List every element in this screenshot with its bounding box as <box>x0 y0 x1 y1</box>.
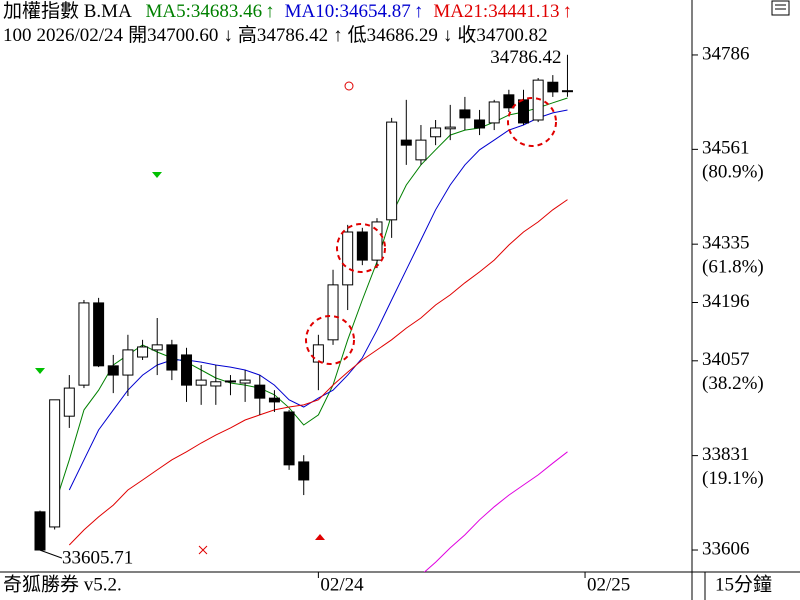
candle-body <box>518 99 530 124</box>
ma-arrow: ↑ <box>562 1 572 22</box>
ma-label: MA5:34683.46 <box>146 1 263 22</box>
candle-body <box>137 346 149 358</box>
candle-body <box>34 511 46 551</box>
signals <box>35 81 557 555</box>
candle-body <box>371 221 383 261</box>
quote-item: 收34700.82 <box>457 24 547 46</box>
ma-label: MA10:34654.87 <box>285 1 411 22</box>
candle-body <box>93 302 105 367</box>
candle-body <box>49 399 61 528</box>
signal-down <box>152 172 162 178</box>
candle-body <box>195 379 207 386</box>
candle-body <box>444 126 456 130</box>
candle-body <box>547 81 559 93</box>
quote-item: 高34786.42 <box>238 24 328 46</box>
quote-item: 開34700.60 <box>128 25 218 46</box>
candle-body <box>312 344 324 363</box>
signal-down <box>35 368 45 374</box>
ma-line <box>423 451 568 572</box>
candle-body <box>283 411 295 466</box>
plot <box>34 54 573 572</box>
candle-body <box>415 139 427 161</box>
signal-circle <box>344 81 354 91</box>
quote-item: 低34686.29 <box>348 24 438 46</box>
candle-body <box>210 381 222 387</box>
candle-body <box>474 119 486 129</box>
ma-arrow: ↑ <box>414 1 424 22</box>
candle-body <box>298 461 310 481</box>
candle-body <box>268 397 280 403</box>
x-tick-label: 02/24 <box>320 574 364 595</box>
x-tick-label: 02/25 <box>587 574 630 595</box>
candle-body <box>107 365 119 376</box>
candle-body <box>459 109 471 119</box>
header-title: 加權指數 B.MA <box>3 0 132 22</box>
signal-up <box>315 534 325 540</box>
quote-item: ↓ <box>443 25 453 46</box>
candle-body <box>63 387 75 417</box>
highlight-circle <box>336 223 386 273</box>
icon-box[interactable] <box>771 0 790 16</box>
y-tick-label: 34057 <box>702 349 750 370</box>
candle-body <box>342 231 354 286</box>
signal-cross <box>198 545 208 555</box>
y-tick-label: 34196 <box>702 291 750 312</box>
candle-body <box>430 127 442 138</box>
period: 15分鐘 <box>715 573 772 595</box>
candle-body <box>151 344 163 351</box>
candle-body <box>400 139 412 146</box>
candle-body <box>166 344 178 371</box>
quote-item: 2026/02/24 <box>37 25 124 46</box>
y-tick-label: 34786 <box>702 43 750 64</box>
ma-line <box>68 109 568 491</box>
candle-body <box>181 354 193 386</box>
quote-item: ↓ <box>223 25 233 46</box>
price-annotation: 33605.71 <box>62 547 133 568</box>
candle-body <box>503 94 515 109</box>
header-line: 加權指數 B.MA MA5:34683.46 ↑ MA10:34654.87 ↑ MA2… <box>3 0 572 22</box>
candle-body <box>122 349 134 376</box>
candle-body <box>254 384 266 399</box>
price-annotation: 34786.42 <box>490 47 561 68</box>
candle-body <box>561 90 573 93</box>
annotation-leader <box>39 549 63 559</box>
fib-label: (80.9%) <box>702 162 764 183</box>
highlight-circle <box>305 315 355 365</box>
ma-arrow: ↑ <box>265 1 275 22</box>
fib-label: (19.1%) <box>702 468 764 489</box>
window-icon[interactable] <box>771 0 790 16</box>
quote-line: 100 2026/02/24 開34700.60 ↓ 高34786.42 ↑ 低34686.… <box>3 24 548 46</box>
fib-label: (61.8%) <box>702 257 764 278</box>
quote-item: 100 <box>3 25 32 46</box>
candle-body <box>327 284 339 341</box>
quote-item: ↑ <box>333 25 343 46</box>
y-tick-label: 33606 <box>702 538 750 559</box>
candle-body <box>386 121 398 221</box>
fib-label: (38.2%) <box>702 373 764 394</box>
candle-body <box>532 79 544 121</box>
y-tick-label: 34335 <box>702 233 750 254</box>
candle-body <box>356 231 368 261</box>
ma-label: MA21:34441.13 <box>433 1 559 22</box>
candle-body <box>488 101 500 124</box>
ma-line <box>68 199 568 546</box>
candle-body <box>239 379 251 384</box>
candle-body <box>78 302 90 386</box>
highlight-circle <box>507 97 557 147</box>
y-tick-label: 34561 <box>702 138 750 159</box>
brand: 奇狐勝券 v5.2. <box>3 573 122 595</box>
y-tick-label: 33831 <box>702 444 750 465</box>
candle-body <box>224 380 236 383</box>
